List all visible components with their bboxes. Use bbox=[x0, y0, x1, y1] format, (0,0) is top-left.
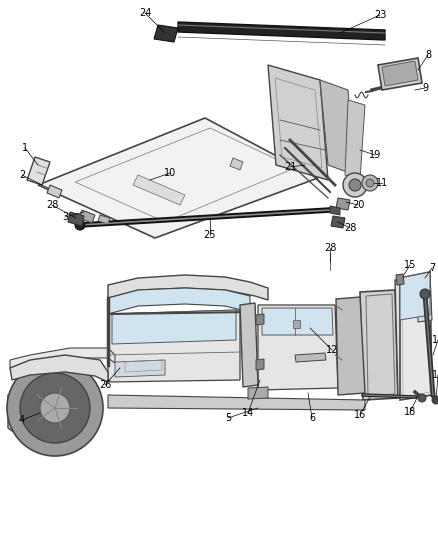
Circle shape bbox=[40, 393, 70, 423]
Polygon shape bbox=[108, 310, 240, 382]
Polygon shape bbox=[330, 206, 340, 215]
Polygon shape bbox=[68, 212, 84, 226]
Circle shape bbox=[343, 173, 367, 197]
Polygon shape bbox=[230, 158, 243, 170]
Polygon shape bbox=[262, 308, 333, 335]
Polygon shape bbox=[112, 310, 236, 344]
Polygon shape bbox=[336, 297, 365, 395]
Polygon shape bbox=[133, 175, 185, 205]
Polygon shape bbox=[378, 58, 422, 90]
Polygon shape bbox=[418, 276, 432, 322]
Polygon shape bbox=[108, 275, 268, 300]
Polygon shape bbox=[79, 210, 95, 223]
Polygon shape bbox=[320, 80, 355, 175]
Text: 18: 18 bbox=[404, 407, 416, 417]
Polygon shape bbox=[400, 272, 432, 400]
Circle shape bbox=[432, 396, 438, 404]
Circle shape bbox=[75, 220, 85, 230]
Text: 9: 9 bbox=[422, 83, 428, 93]
Text: 24: 24 bbox=[139, 8, 151, 18]
Circle shape bbox=[362, 175, 378, 191]
Text: 5: 5 bbox=[225, 413, 231, 423]
Polygon shape bbox=[295, 353, 326, 362]
Text: 10: 10 bbox=[164, 168, 176, 178]
Polygon shape bbox=[256, 314, 264, 325]
Polygon shape bbox=[258, 305, 338, 390]
Text: 20: 20 bbox=[352, 200, 364, 210]
Text: 14: 14 bbox=[242, 408, 254, 418]
Polygon shape bbox=[178, 22, 385, 40]
Text: 7: 7 bbox=[429, 263, 435, 273]
Text: 2: 2 bbox=[19, 170, 25, 180]
Polygon shape bbox=[10, 355, 108, 382]
Polygon shape bbox=[10, 348, 115, 368]
Polygon shape bbox=[240, 303, 258, 387]
Polygon shape bbox=[8, 388, 42, 435]
Text: 3: 3 bbox=[62, 212, 68, 222]
Polygon shape bbox=[345, 100, 365, 180]
Circle shape bbox=[418, 394, 426, 402]
Circle shape bbox=[20, 373, 90, 443]
Polygon shape bbox=[400, 272, 430, 320]
Text: 28: 28 bbox=[46, 200, 58, 210]
Text: 19: 19 bbox=[369, 150, 381, 160]
Text: 4: 4 bbox=[19, 415, 25, 425]
Text: 6: 6 bbox=[309, 413, 315, 423]
Circle shape bbox=[349, 179, 361, 191]
Polygon shape bbox=[395, 278, 418, 397]
Text: 1: 1 bbox=[22, 143, 28, 153]
Polygon shape bbox=[360, 290, 398, 400]
Text: 18: 18 bbox=[432, 370, 438, 380]
Polygon shape bbox=[336, 198, 350, 210]
Polygon shape bbox=[268, 65, 328, 180]
Polygon shape bbox=[47, 185, 62, 198]
Text: 21: 21 bbox=[284, 162, 296, 172]
Polygon shape bbox=[331, 216, 345, 228]
Polygon shape bbox=[256, 359, 264, 370]
Circle shape bbox=[7, 360, 103, 456]
Polygon shape bbox=[27, 157, 50, 185]
Polygon shape bbox=[154, 25, 178, 42]
Text: 25: 25 bbox=[204, 230, 216, 240]
Polygon shape bbox=[293, 320, 300, 328]
Circle shape bbox=[420, 289, 430, 299]
Polygon shape bbox=[108, 395, 365, 410]
Text: 28: 28 bbox=[344, 223, 356, 233]
Text: 17: 17 bbox=[432, 335, 438, 345]
Polygon shape bbox=[115, 360, 165, 377]
Circle shape bbox=[366, 179, 374, 187]
Polygon shape bbox=[248, 387, 268, 399]
Polygon shape bbox=[396, 274, 404, 285]
Text: 26: 26 bbox=[99, 380, 111, 390]
Text: 16: 16 bbox=[354, 410, 366, 420]
Text: 15: 15 bbox=[404, 260, 416, 270]
Text: 12: 12 bbox=[326, 345, 338, 355]
Polygon shape bbox=[382, 61, 418, 86]
Text: 28: 28 bbox=[324, 243, 336, 253]
Text: 23: 23 bbox=[374, 10, 386, 20]
Text: 8: 8 bbox=[425, 50, 431, 60]
Text: 11: 11 bbox=[376, 178, 388, 188]
Polygon shape bbox=[108, 288, 250, 314]
Polygon shape bbox=[38, 118, 318, 238]
Polygon shape bbox=[98, 215, 110, 224]
